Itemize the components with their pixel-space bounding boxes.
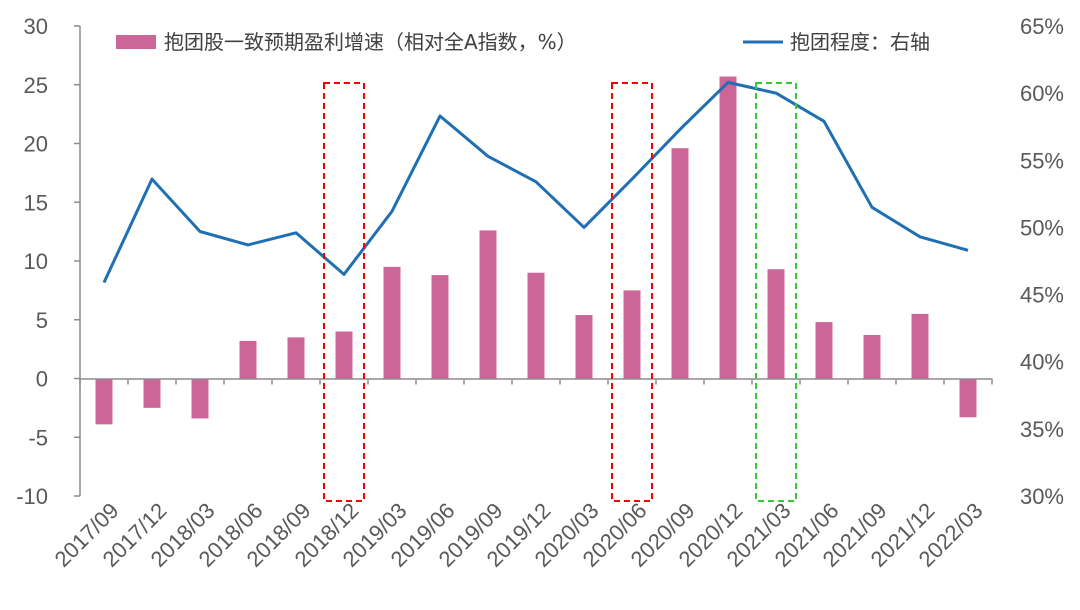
bar-2021/09 [863,335,881,379]
bar-2018/12 [335,331,353,379]
legend-bar-label: 抱团股一致预期盈利增速（相对全A指数，%） [164,30,577,54]
bar-2021/03 [767,269,785,379]
right-tick-label: 60% [1020,81,1064,106]
line-layer [102,80,969,284]
bar-2018/09 [287,337,305,379]
legend: 抱团股一致预期盈利增速（相对全A指数，%） 抱团程度：右轴 [116,30,930,54]
right-tick-label: 65% [1020,14,1064,39]
legend-line-label: 抱团程度：右轴 [790,30,930,54]
left-tick-label: 0 [36,367,48,392]
bar-2020/03 [575,315,593,379]
bar-2020/09 [671,148,689,379]
highlight-box-2021/03 [755,82,797,502]
left-tick-label: -5 [28,425,48,450]
left-axis-ticks: -10 -5 0 5 10 15 20 25 30 [16,14,80,509]
bar-2019/09 [479,230,497,379]
left-tick-label: 30 [24,14,48,39]
right-tick-label: 45% [1020,283,1064,308]
right-tick-label: 35% [1020,417,1064,442]
right-axis-ticks: 30% 35% 40% 45% 50% 55% 60% 65% [1020,14,1064,509]
right-tick-label: 50% [1020,215,1064,240]
left-tick-label: 25 [24,73,48,98]
line-series [102,80,969,284]
left-tick-label: 10 [24,249,48,274]
bar-2018/03 [191,378,209,419]
highlight-boxes-layer [323,82,797,502]
bar-2020/12 [719,76,737,379]
right-tick-label: 55% [1020,148,1064,173]
left-tick-label: 20 [24,132,48,157]
highlight-box-2020/06 [611,82,653,502]
bar-2021/12 [911,313,929,379]
right-tick-label: 40% [1020,350,1064,375]
left-tick-label: -10 [16,484,48,509]
bar-2021/06 [815,322,833,379]
x-axis-ticks: 2017/092017/122018/032018/062018/092018/… [50,378,993,572]
right-tick-label: 30% [1020,484,1064,509]
bar-2020/06 [623,290,641,379]
bar-2017/09 [95,378,113,425]
left-tick-label: 15 [24,190,48,215]
bar-2019/06 [431,275,449,379]
bar-2019/03 [383,266,401,379]
bar-2018/06 [239,340,257,379]
bars-layer [95,76,977,425]
bar-2022/03 [959,378,977,418]
legend-bar-swatch [116,35,156,49]
highlight-box-2018/12 [323,82,365,502]
bar-2017/12 [143,378,161,408]
left-tick-label: 5 [36,308,48,333]
axes-layer [79,26,992,496]
bar-2019/12 [527,272,545,379]
